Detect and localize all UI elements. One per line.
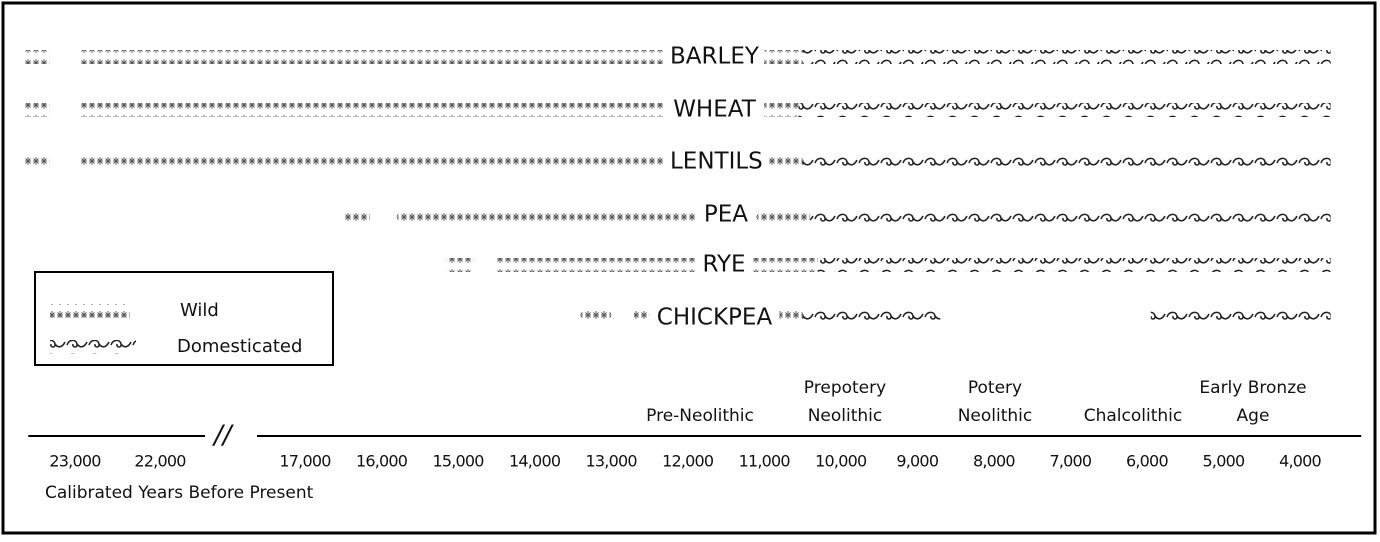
x-tick-label: 16,000	[356, 452, 408, 471]
period-label: Prepotery	[804, 378, 886, 398]
x-tick-label: 10,000	[815, 452, 867, 471]
x-tick-label: 4,000	[1279, 452, 1321, 471]
domesticated-range	[1150, 311, 1331, 325]
wild-range	[24, 103, 50, 117]
crop-label: RYE	[703, 252, 746, 278]
axis-break: //	[212, 421, 235, 451]
wild-range	[768, 155, 803, 169]
legend-wild-swatch	[50, 304, 130, 318]
crop-label: LENTILS	[670, 149, 763, 175]
wild-range	[79, 50, 665, 64]
x-tick-label: 6,000	[1126, 452, 1168, 471]
wild-range	[752, 258, 818, 272]
wild-range	[24, 155, 50, 169]
wild-range	[446, 258, 474, 272]
axis-title: Calibrated Years Before Present	[45, 483, 314, 503]
crop-label: BARLEY	[670, 44, 760, 70]
x-tick-label: 17,000	[279, 452, 331, 471]
wild-range	[764, 103, 799, 117]
wild-range	[779, 311, 803, 325]
period-label: Pre-Neolithic	[646, 406, 754, 426]
wild-range	[396, 208, 696, 222]
x-tick-label: 11,000	[739, 452, 791, 471]
wild-range	[79, 103, 665, 117]
domesticated-range	[817, 258, 1331, 272]
crop-label: CHICKPEA	[657, 305, 773, 331]
x-tick-label: 22,000	[134, 452, 186, 471]
x-tick-label: 9,000	[896, 452, 938, 471]
domesticated-range	[810, 208, 1331, 222]
x-tick-label: 5,000	[1203, 452, 1245, 471]
period-label: Chalcolithic	[1084, 406, 1183, 426]
legend-domesticated-swatch	[50, 340, 136, 354]
period-label: Early Bronze	[1199, 378, 1306, 398]
x-tick-label: 23,000	[49, 452, 101, 471]
wild-range	[580, 311, 612, 325]
period-label: Neolithic	[958, 406, 1033, 426]
period-label: Age	[1237, 406, 1270, 426]
wild-range	[634, 311, 650, 325]
domesticated-range	[798, 103, 1331, 117]
crop-label: PEA	[704, 202, 748, 228]
wild-range	[24, 50, 50, 64]
x-tick-label: 12,000	[662, 452, 714, 471]
legend-label: Wild	[180, 300, 219, 321]
domesticated-range	[802, 311, 941, 325]
domesticated-range	[802, 50, 1331, 64]
domesticated-range	[802, 155, 1331, 169]
x-tick-label: 13,000	[586, 452, 638, 471]
period-label: Potery	[968, 378, 1022, 398]
x-tick-label: 15,000	[432, 452, 484, 471]
crop-label: WHEAT	[673, 97, 757, 123]
period-label: Neolithic	[808, 406, 883, 426]
wild-range	[764, 50, 803, 64]
wild-range	[496, 258, 696, 272]
wild-range	[79, 155, 665, 169]
x-tick-label: 14,000	[509, 452, 561, 471]
legend-label: Domesticated	[177, 336, 302, 357]
legend-box	[34, 271, 334, 366]
wild-range	[756, 208, 811, 222]
x-tick-label: 8,000	[973, 452, 1015, 471]
wild-range	[343, 208, 371, 222]
x-tick-label: 7,000	[1049, 452, 1091, 471]
